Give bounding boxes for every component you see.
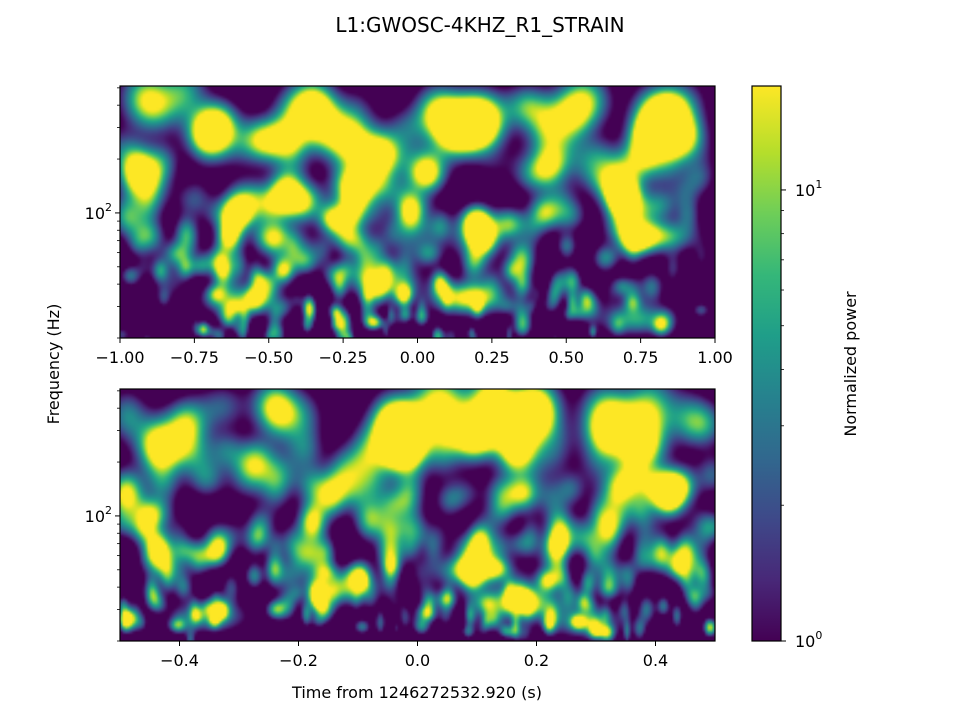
y-axis-label: Frequency (Hz) — [44, 304, 63, 425]
colorbar-tick-label: 100 — [795, 629, 822, 651]
colorbar-tick-label: 101 — [795, 178, 822, 200]
x-tick-label: −0.2 — [279, 651, 318, 670]
x-tick-label: 0.0 — [405, 651, 430, 670]
bottom-spectrogram-panel: −0.4 −0.2 0.0 0.2 0.4 102 — [85, 388, 716, 670]
chart-title: L1:GWOSC-4KHZ_R1_STRAIN — [335, 13, 624, 37]
x-tick-label: 0.50 — [548, 348, 584, 367]
x-tick-label: −0.4 — [160, 651, 199, 670]
top-y-ticks: 102 — [85, 87, 120, 339]
x-axis-label: Time from 1246272532.920 (s) — [291, 683, 542, 702]
x-tick-label: −0.50 — [244, 348, 293, 367]
bottom-y-ticks: 102 — [85, 390, 120, 642]
x-tick-label: 0.75 — [623, 348, 659, 367]
x-tick-label: 0.25 — [474, 348, 510, 367]
x-tick-label: 0.2 — [524, 651, 549, 670]
colorbar-gradient — [751, 85, 782, 642]
x-tick-label: 0.00 — [400, 348, 436, 367]
x-tick-label: −0.75 — [170, 348, 219, 367]
x-tick-label: −1.00 — [95, 348, 144, 367]
x-tick-label: 0.4 — [643, 651, 668, 670]
y-tick-label: 102 — [85, 201, 112, 223]
top-spectrogram-panel: −1.00 −0.75 −0.50 −0.25 0.00 0.25 0.50 0.75 1.00… — [85, 85, 733, 367]
x-tick-label: 1.00 — [697, 348, 733, 367]
bottom-heatmap-image — [120, 389, 715, 641]
y-tick-label: 102 — [85, 504, 112, 526]
colorbar-label: Normalized power — [841, 291, 860, 437]
top-heatmap-image — [120, 86, 715, 338]
top-heatmap — [120, 86, 715, 338]
bottom-x-ticks: −0.4 −0.2 0.0 0.2 0.4 — [160, 641, 668, 670]
colorbar-ticks: 100 101 — [781, 178, 822, 651]
colorbar: 100 101 Normalized power — [751, 85, 860, 651]
bottom-heatmap — [120, 389, 715, 641]
top-x-ticks: −1.00 −0.75 −0.50 −0.25 0.00 0.25 0.50 0.75 1.00 — [95, 338, 733, 367]
x-tick-label: −0.25 — [319, 348, 368, 367]
